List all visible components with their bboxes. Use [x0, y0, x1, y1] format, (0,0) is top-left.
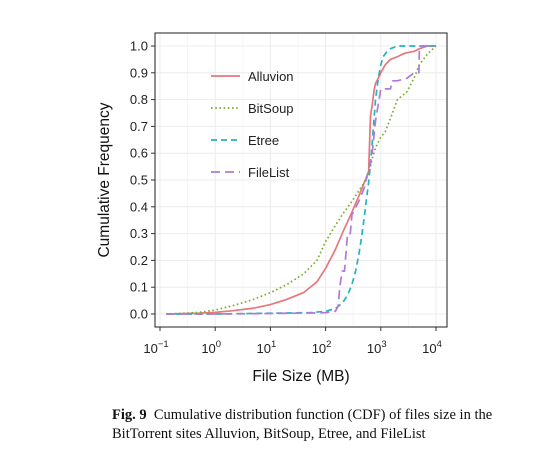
x-tick-label: 100: [201, 339, 221, 356]
y-tick-label: 0.0: [130, 307, 148, 322]
caption-text: Cumulative distribution function (CDF) o…: [112, 407, 493, 442]
y-tick-label: 0.8: [130, 92, 148, 107]
y-tick-label: 0.3: [130, 226, 148, 241]
grid: [155, 33, 447, 327]
legend-label-bitsoup: BitSoup: [248, 101, 294, 116]
cdf-chart: 0.0 0.1 0.2 0.3 0.4 0.5 0.6 0.7 0.8 0.9 1.0 10−1 100…: [96, 32, 448, 385]
series-line-alluvion: [166, 45, 436, 315]
y-axis-title: Cumulative Frequency: [96, 102, 113, 257]
series-line-filelist: [166, 45, 436, 315]
legend-label-etree: Etree: [248, 133, 279, 148]
y-tick-label: 0.5: [130, 173, 148, 188]
x-tick-label: 101: [257, 339, 277, 356]
y-tick-label: 0.6: [130, 146, 148, 161]
y-tick-label: 0.2: [130, 253, 148, 268]
x-axis-title: File Size (MB): [252, 368, 349, 385]
axis-ticks: 0.0 0.1 0.2 0.3 0.4 0.5 0.6 0.7 0.8 0.9 1.0 10−1 100…: [130, 39, 442, 357]
legend-label-filelist: FileList: [248, 165, 290, 180]
x-tick-label: 103: [367, 339, 387, 356]
y-tick-label: 0.4: [130, 199, 148, 214]
cdf-chart-container: 0.0 0.1 0.2 0.3 0.4 0.5 0.6 0.7 0.8 0.9 1.0 10−1 100…: [96, 32, 448, 385]
x-tick-label: 102: [312, 339, 332, 356]
legend: Alluvion BitSoup Etree FileList: [211, 69, 294, 180]
y-tick-label: 0.1: [130, 280, 148, 295]
figure-label: Fig. 9: [112, 407, 147, 423]
series-line-etree: [166, 45, 436, 315]
figure-caption: Fig. 9 Cumulative distribution function …: [112, 406, 532, 444]
x-tick-label: 10−1: [143, 339, 168, 356]
y-tick-label: 0.9: [130, 65, 148, 80]
legend-label-alluvion: Alluvion: [248, 69, 294, 84]
series-lines: [166, 45, 437, 315]
y-tick-label: 1.0: [130, 39, 148, 54]
y-tick-label: 0.7: [130, 119, 148, 134]
x-tick-label: 104: [422, 339, 442, 356]
